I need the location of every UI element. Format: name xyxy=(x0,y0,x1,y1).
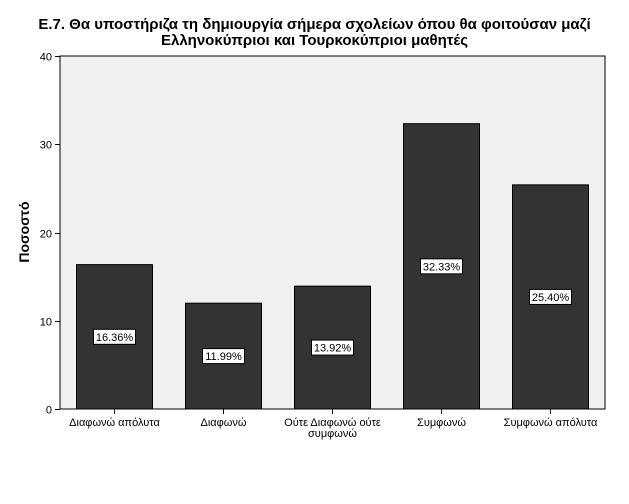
x-tick-label: Διαφωνώ απόλυτα xyxy=(69,417,160,429)
data-label-box xyxy=(311,339,354,356)
data-label: 32.33% xyxy=(423,261,461,273)
data-label-box xyxy=(202,348,245,365)
data-label-box xyxy=(529,288,572,305)
y-tick-label: 40 xyxy=(40,52,52,64)
x-tick-label: Διαφωνώ xyxy=(201,417,247,429)
x-tick-label: Ούτε Διαφωνώ ούτε xyxy=(284,417,381,429)
chart-title-line-2: Ελληνοκύπριοι και Τουρκοκύπριοι μαθητές xyxy=(160,32,468,49)
data-label: 13.92% xyxy=(314,343,352,355)
y-tick-label: 0 xyxy=(46,405,52,417)
y-tick-label: 10 xyxy=(40,317,52,329)
bars: 16.36% 11.99% 13.92% 32.33% 25.40% xyxy=(76,123,589,410)
chart-title: Ε.7. Θα υποστήριζα τη δημιουργία σήμερα … xyxy=(0,17,629,49)
y-axis-label: Ποσοστό xyxy=(16,201,32,262)
data-label-box xyxy=(93,328,136,345)
x-axis: Διαφωνώ απόλυτα Διαφωνώ Ούτε Διαφωνώ ούτεσ… xyxy=(69,409,598,440)
chart-title-line-1: Ε.7. Θα υποστήριζα τη δημιουργία σήμερα … xyxy=(38,16,591,33)
x-tick-label: Συμφωνώ απόλυτα xyxy=(504,417,598,429)
y-tick-label: 20 xyxy=(40,229,52,241)
data-label: 16.36% xyxy=(96,332,134,344)
y-axis: 0 10 20 30 40 xyxy=(40,52,60,417)
y-tick-label: 30 xyxy=(40,140,52,152)
data-label: 11.99% xyxy=(205,351,242,363)
data-label-box xyxy=(420,258,463,275)
x-tick-label: Συμφωνώ xyxy=(417,417,466,429)
data-label: 25.40% xyxy=(532,292,570,304)
x-tick-label: συμφωνώ xyxy=(308,428,357,440)
